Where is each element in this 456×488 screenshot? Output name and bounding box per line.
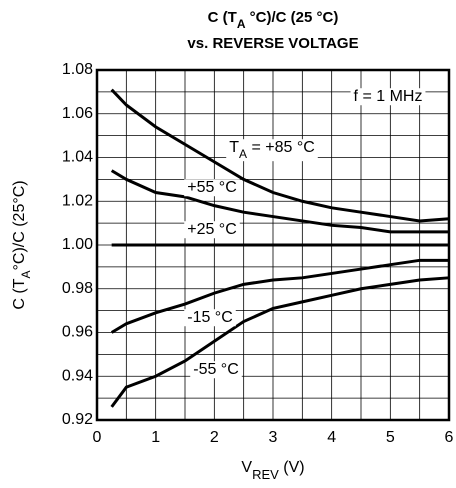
annotation-bg — [350, 88, 426, 106]
annotation-bg — [184, 221, 240, 239]
x-tick-label: 1 — [151, 429, 160, 446]
annotation-part: -15 °C — [187, 309, 233, 326]
annotation: +25 °C — [187, 221, 237, 238]
annotation-part: -55 °C — [193, 361, 239, 378]
annotation: +55 °C — [187, 179, 237, 196]
series-line — [110, 258, 449, 334]
chart-title: C (TA °C)/C (25 °C) — [208, 9, 339, 31]
annotation-part: f = 1 MHz — [354, 88, 423, 105]
annotation-bg — [226, 139, 318, 162]
y-axis-label-part: °C)/C (25°C) — [11, 180, 28, 270]
x-axis-label-part: V — [241, 459, 252, 476]
x-axis-label-part: (V) — [279, 459, 305, 476]
y-tick-label: 1.04 — [62, 149, 93, 166]
chart-title-part: A — [237, 17, 246, 31]
y-tick-label: 1.00 — [62, 236, 93, 253]
y-tick-label: 1.02 — [62, 192, 93, 209]
x-tick-label: 3 — [269, 429, 278, 446]
annotation-part: = +85 °C — [247, 139, 315, 156]
y-tick-label: 0.94 — [62, 367, 93, 384]
x-tick-label: 6 — [445, 429, 454, 446]
annotation: TA = +85 °C — [229, 139, 315, 161]
series-line — [110, 88, 450, 223]
y-tick-label: 0.96 — [62, 324, 93, 341]
x-axis-label-part: REV — [252, 467, 279, 482]
annotation-bg — [190, 361, 242, 379]
y-axis-label-part: A — [19, 271, 33, 279]
annotation-part: A — [239, 147, 247, 161]
y-axis-label-part: C (T — [11, 278, 28, 309]
annotation-part: +55 °C — [187, 179, 237, 196]
annotation: -55 °C — [193, 361, 239, 378]
x-tick-label: 5 — [386, 429, 395, 446]
y-tick-label: 0.92 — [62, 411, 93, 428]
x-axis-label: VREV (V) — [241, 459, 304, 482]
x-tick-label: 0 — [93, 429, 102, 446]
annotation-part: +25 °C — [187, 221, 237, 238]
annotation-part: T — [229, 139, 239, 156]
x-tick-label: 4 — [327, 429, 336, 446]
series-line — [110, 276, 450, 408]
chart-title-part: C (T — [208, 9, 237, 26]
annotation: -15 °C — [187, 309, 233, 326]
y-axis-label: C (TA°C)/C (25°C) — [11, 180, 33, 309]
y-tick-label: 0.98 — [62, 280, 93, 297]
chart-subtitle: vs. REVERSE VOLTAGE — [187, 35, 358, 52]
annotation-bg — [184, 309, 236, 327]
chart-title-part: °C)/C (25 °C) — [246, 9, 339, 26]
y-tick-label: 1.06 — [62, 105, 93, 122]
x-tick-label: 2 — [210, 429, 219, 446]
annotation: f = 1 MHz — [354, 88, 423, 105]
series-line — [110, 169, 449, 234]
y-tick-label: 1.08 — [62, 61, 93, 78]
annotation-bg — [184, 179, 240, 197]
